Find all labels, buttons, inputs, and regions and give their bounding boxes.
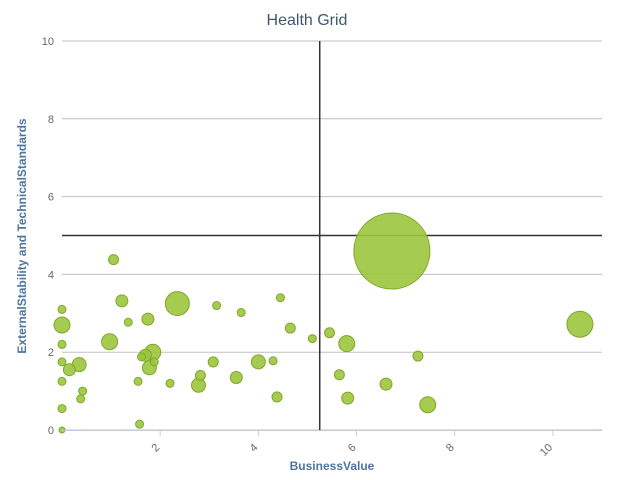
bubble-point[interactable] xyxy=(229,370,243,384)
x-axis: 2 4 6 8 10 xyxy=(62,430,602,459)
bubble-point[interactable] xyxy=(76,394,86,404)
bubble-point[interactable] xyxy=(566,310,594,338)
x-tick-label: 8 xyxy=(444,442,457,455)
bubble-point[interactable] xyxy=(78,386,88,396)
bubble-point[interactable] xyxy=(62,363,76,377)
bubble-point[interactable] xyxy=(341,391,355,405)
reference-lines xyxy=(62,41,602,430)
y-tick-label: 8 xyxy=(48,114,54,126)
bubble-point[interactable] xyxy=(101,333,119,351)
y-axis-title: ExternalStability and TechnicalStandards xyxy=(15,118,29,354)
bubble-point[interactable] xyxy=(141,312,155,326)
bubble-point[interactable] xyxy=(212,301,222,311)
bubble-point[interactable] xyxy=(57,304,67,314)
bubble-point[interactable] xyxy=(307,334,317,344)
bubble-point[interactable] xyxy=(419,396,437,414)
x-axis-title: BusinessValue xyxy=(290,459,375,473)
bubble-point[interactable] xyxy=(57,339,67,349)
bubble-point[interactable] xyxy=(123,317,133,327)
bubble-point[interactable] xyxy=(412,350,424,362)
y-tick-label: 4 xyxy=(48,269,54,281)
bubble-point[interactable] xyxy=(338,335,356,353)
bubble-point[interactable] xyxy=(353,212,431,290)
bubble-point[interactable] xyxy=(284,322,296,334)
bubble-point[interactable] xyxy=(149,357,159,367)
bubble-point[interactable] xyxy=(164,291,190,317)
y-axis: 0 2 4 6 8 10 xyxy=(42,36,54,437)
x-tick-label: 10 xyxy=(538,442,555,459)
bubble-point[interactable] xyxy=(275,293,285,303)
bubble-point[interactable] xyxy=(135,419,145,429)
y-tick-label: 2 xyxy=(48,347,54,359)
bubble-series xyxy=(53,212,594,434)
bubble-point[interactable] xyxy=(115,294,129,308)
bubble-point[interactable] xyxy=(194,370,206,382)
bubble-point[interactable] xyxy=(379,377,393,391)
bubble-point[interactable] xyxy=(108,254,120,266)
bubble-point[interactable] xyxy=(57,404,67,414)
bubble-point[interactable] xyxy=(165,378,175,388)
bubble-point[interactable] xyxy=(133,376,143,386)
y-tick-label: 6 xyxy=(48,192,54,204)
bubble-point[interactable] xyxy=(333,369,345,381)
x-tick-label: 6 xyxy=(346,442,359,455)
bubble-point[interactable] xyxy=(236,308,246,318)
bubble-point[interactable] xyxy=(268,356,278,366)
bubble-point[interactable] xyxy=(271,391,283,403)
bubble-point[interactable] xyxy=(57,376,67,386)
bubble-point[interactable] xyxy=(324,327,336,339)
bubble-point[interactable] xyxy=(137,352,147,362)
chart-title: Health Grid xyxy=(267,12,348,29)
bubble-point[interactable] xyxy=(57,357,67,367)
y-tick-label: 10 xyxy=(42,36,54,48)
bubble-point[interactable] xyxy=(207,356,219,368)
bubble-point[interactable] xyxy=(53,316,71,334)
x-tick-label: 4 xyxy=(248,442,261,455)
bubble-point[interactable] xyxy=(250,354,266,370)
y-tick-label: 0 xyxy=(48,425,54,437)
x-tick-label: 2 xyxy=(149,442,162,455)
